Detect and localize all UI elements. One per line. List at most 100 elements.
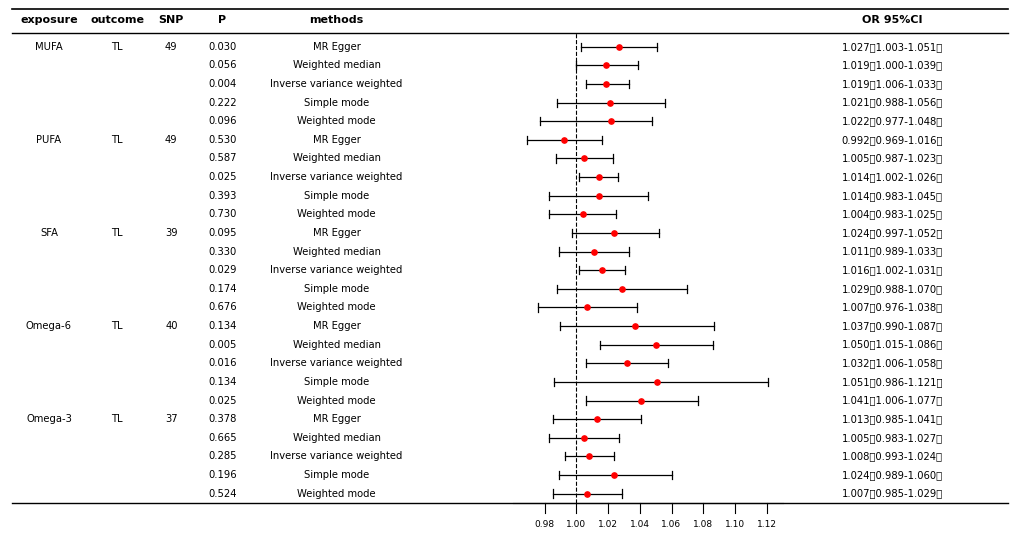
Text: MR Egger: MR Egger	[313, 228, 360, 238]
Text: 1.019（1.000-1.039）: 1.019（1.000-1.039）	[841, 60, 943, 71]
Text: methods: methods	[309, 16, 364, 25]
Text: 1.008（0.993-1.024）: 1.008（0.993-1.024）	[841, 452, 943, 461]
Text: 1.051（0.986-1.121）: 1.051（0.986-1.121）	[841, 377, 943, 387]
Text: 1.024（0.997-1.052）: 1.024（0.997-1.052）	[841, 228, 943, 238]
Text: Inverse variance weighted: Inverse variance weighted	[270, 358, 403, 368]
Text: 1.014（0.983-1.045）: 1.014（0.983-1.045）	[841, 190, 943, 201]
Text: 0.004: 0.004	[208, 79, 236, 89]
Text: 1.014（1.002-1.026）: 1.014（1.002-1.026）	[841, 172, 943, 182]
Text: 0.992（0.969-1.016）: 0.992（0.969-1.016）	[841, 135, 943, 145]
Text: Weighted median: Weighted median	[292, 60, 380, 71]
Text: Weighted mode: Weighted mode	[297, 488, 376, 499]
Text: 0.005: 0.005	[208, 340, 236, 350]
Text: 1.050（1.015-1.086）: 1.050（1.015-1.086）	[841, 340, 943, 350]
Text: 1.016（1.002-1.031）: 1.016（1.002-1.031）	[841, 265, 943, 275]
Text: 1.02: 1.02	[597, 520, 618, 529]
Text: 0.025: 0.025	[208, 395, 236, 406]
Text: 0.025: 0.025	[208, 172, 236, 182]
Text: 37: 37	[165, 414, 177, 424]
Text: 1.04: 1.04	[629, 520, 649, 529]
Text: 0.056: 0.056	[208, 60, 236, 71]
Text: 1.007（0.985-1.029）: 1.007（0.985-1.029）	[841, 488, 943, 499]
Text: MR Egger: MR Egger	[313, 321, 360, 331]
Text: Inverse variance weighted: Inverse variance weighted	[270, 265, 403, 275]
Text: MR Egger: MR Egger	[313, 42, 360, 52]
Text: 0.174: 0.174	[208, 284, 236, 294]
Text: 0.096: 0.096	[208, 116, 236, 126]
Text: 0.393: 0.393	[208, 190, 236, 201]
Text: Omega-3: Omega-3	[26, 414, 71, 424]
Text: Inverse variance weighted: Inverse variance weighted	[270, 172, 403, 182]
Text: 0.030: 0.030	[208, 42, 236, 52]
Text: Weighted mode: Weighted mode	[297, 209, 376, 219]
Text: 0.676: 0.676	[208, 302, 236, 312]
Text: PUFA: PUFA	[37, 135, 61, 145]
Text: Weighted mode: Weighted mode	[297, 116, 376, 126]
Text: 1.041（1.006-1.077）: 1.041（1.006-1.077）	[841, 395, 943, 406]
Text: 0.029: 0.029	[208, 265, 236, 275]
Text: Simple mode: Simple mode	[304, 377, 369, 387]
Text: 1.00: 1.00	[566, 520, 586, 529]
Text: 40: 40	[165, 321, 177, 331]
Text: 49: 49	[165, 42, 177, 52]
Text: SFA: SFA	[40, 228, 58, 238]
Text: 0.196: 0.196	[208, 470, 236, 480]
Text: Simple mode: Simple mode	[304, 470, 369, 480]
Text: Weighted mode: Weighted mode	[297, 302, 376, 312]
Text: 1.06: 1.06	[660, 520, 681, 529]
Text: 39: 39	[165, 228, 177, 238]
Text: 0.134: 0.134	[208, 377, 236, 387]
Text: Weighted median: Weighted median	[292, 247, 380, 257]
Text: TL: TL	[111, 135, 123, 145]
Text: 0.016: 0.016	[208, 358, 236, 368]
Text: P: P	[218, 16, 226, 25]
Text: TL: TL	[111, 228, 123, 238]
Text: 1.022（0.977-1.048）: 1.022（0.977-1.048）	[841, 116, 943, 126]
Text: 1.005（0.983-1.027）: 1.005（0.983-1.027）	[841, 433, 943, 443]
Text: 1.032（1.006-1.058）: 1.032（1.006-1.058）	[841, 358, 943, 368]
Text: 1.12: 1.12	[756, 520, 775, 529]
Text: 1.024（0.989-1.060）: 1.024（0.989-1.060）	[841, 470, 943, 480]
Text: 0.378: 0.378	[208, 414, 236, 424]
Text: 1.007（0.976-1.038）: 1.007（0.976-1.038）	[841, 302, 943, 312]
Text: Weighted median: Weighted median	[292, 433, 380, 443]
Text: Omega-6: Omega-6	[25, 321, 72, 331]
Text: 1.037（0.990-1.087）: 1.037（0.990-1.087）	[841, 321, 943, 331]
Text: Simple mode: Simple mode	[304, 97, 369, 108]
Text: 1.029（0.988-1.070）: 1.029（0.988-1.070）	[841, 284, 943, 294]
Text: Weighted mode: Weighted mode	[297, 395, 376, 406]
Text: 0.330: 0.330	[208, 247, 236, 257]
Text: 1.019（1.006-1.033）: 1.019（1.006-1.033）	[841, 79, 943, 89]
Text: 0.730: 0.730	[208, 209, 236, 219]
Text: 1.013（0.985-1.041）: 1.013（0.985-1.041）	[841, 414, 943, 424]
Text: exposure: exposure	[20, 16, 77, 25]
Text: 0.285: 0.285	[208, 452, 236, 461]
Text: MUFA: MUFA	[35, 42, 63, 52]
Text: TL: TL	[111, 42, 123, 52]
Text: 1.08: 1.08	[693, 520, 712, 529]
Text: 0.587: 0.587	[208, 154, 236, 164]
Text: 49: 49	[165, 135, 177, 145]
Text: TL: TL	[111, 414, 123, 424]
Text: 0.222: 0.222	[208, 97, 236, 108]
Text: 1.004（0.983-1.025）: 1.004（0.983-1.025）	[841, 209, 943, 219]
Text: 1.10: 1.10	[725, 520, 744, 529]
Text: 1.011（0.989-1.033）: 1.011（0.989-1.033）	[841, 247, 943, 257]
Text: 1.021（0.988-1.056）: 1.021（0.988-1.056）	[841, 97, 943, 108]
Text: outcome: outcome	[91, 16, 144, 25]
Text: 0.095: 0.095	[208, 228, 236, 238]
Text: 0.98: 0.98	[534, 520, 554, 529]
Text: SNP: SNP	[159, 16, 183, 25]
Text: 0.530: 0.530	[208, 135, 236, 145]
Text: Simple mode: Simple mode	[304, 190, 369, 201]
Text: 1.005（0.987-1.023）: 1.005（0.987-1.023）	[841, 154, 943, 164]
Text: MR Egger: MR Egger	[313, 414, 360, 424]
Text: 0.665: 0.665	[208, 433, 236, 443]
Text: 0.524: 0.524	[208, 488, 236, 499]
Text: OR 95%CI: OR 95%CI	[861, 16, 922, 25]
Text: MR Egger: MR Egger	[313, 135, 360, 145]
Text: 1.027（1.003-1.051）: 1.027（1.003-1.051）	[841, 42, 943, 52]
Text: TL: TL	[111, 321, 123, 331]
Text: Weighted median: Weighted median	[292, 340, 380, 350]
Text: Inverse variance weighted: Inverse variance weighted	[270, 452, 403, 461]
